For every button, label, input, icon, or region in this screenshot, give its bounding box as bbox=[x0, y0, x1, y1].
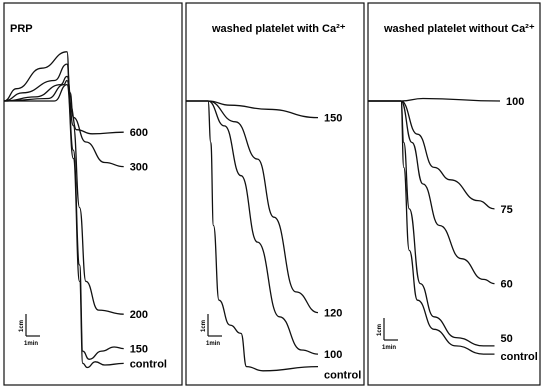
series-line-75 bbox=[368, 101, 495, 209]
series-label-300: 300 bbox=[130, 162, 148, 174]
series-label-control: control bbox=[501, 351, 538, 363]
scale-bar-vertical-label: 1cm bbox=[377, 324, 383, 336]
series-label-100: 100 bbox=[506, 96, 524, 108]
panel-2: washed platelet with Ca²⁺ 150 120 100 contro… bbox=[186, 3, 364, 385]
series-label-control: control bbox=[130, 358, 167, 370]
series-label-120: 120 bbox=[324, 308, 342, 320]
series-line-100 bbox=[186, 101, 318, 354]
series-label-150: 150 bbox=[324, 113, 342, 125]
scale-bar-horizontal-label: 1min bbox=[24, 341, 38, 347]
panel-3: washed platelet without Ca²⁺ 100 75 60 50 con… bbox=[368, 3, 540, 385]
series-label-200: 200 bbox=[130, 309, 148, 321]
series-label-50: 50 bbox=[501, 333, 513, 345]
panel-title: PRP bbox=[10, 23, 33, 35]
panel-frame bbox=[368, 3, 540, 385]
series-label-150: 150 bbox=[130, 344, 148, 356]
panel-1: PRP 600 300 200 150 control 1cm 1min bbox=[4, 3, 182, 385]
series-line-control bbox=[368, 101, 495, 354]
series-label-100: 100 bbox=[324, 349, 342, 361]
series-line-200 bbox=[4, 76, 124, 314]
series-label-600: 600 bbox=[130, 127, 148, 139]
series-label-control: control bbox=[324, 370, 361, 382]
panel-frame bbox=[4, 3, 182, 385]
series-label-60: 60 bbox=[501, 279, 513, 291]
scale-bar-horizontal-label: 1min bbox=[206, 341, 220, 347]
series-line-120 bbox=[186, 101, 318, 313]
scale-bar-vertical-label: 1cm bbox=[201, 320, 207, 332]
series-line-150 bbox=[4, 81, 124, 360]
series-line-60 bbox=[368, 101, 495, 284]
series-line-50 bbox=[368, 101, 495, 346]
series-label-75: 75 bbox=[501, 204, 513, 216]
scale-bar-horizontal-label: 1min bbox=[382, 345, 396, 351]
scale-bar: 1cm 1min bbox=[201, 314, 222, 347]
panel-title: washed platelet without Ca²⁺ bbox=[383, 23, 535, 35]
scale-bar: 1cm 1min bbox=[377, 318, 398, 351]
scale-bar-vertical-label: 1cm bbox=[19, 320, 25, 332]
scale-bar: 1cm 1min bbox=[19, 314, 40, 347]
panel-title: washed platelet with Ca²⁺ bbox=[211, 23, 346, 35]
series-line-150 bbox=[186, 101, 318, 118]
